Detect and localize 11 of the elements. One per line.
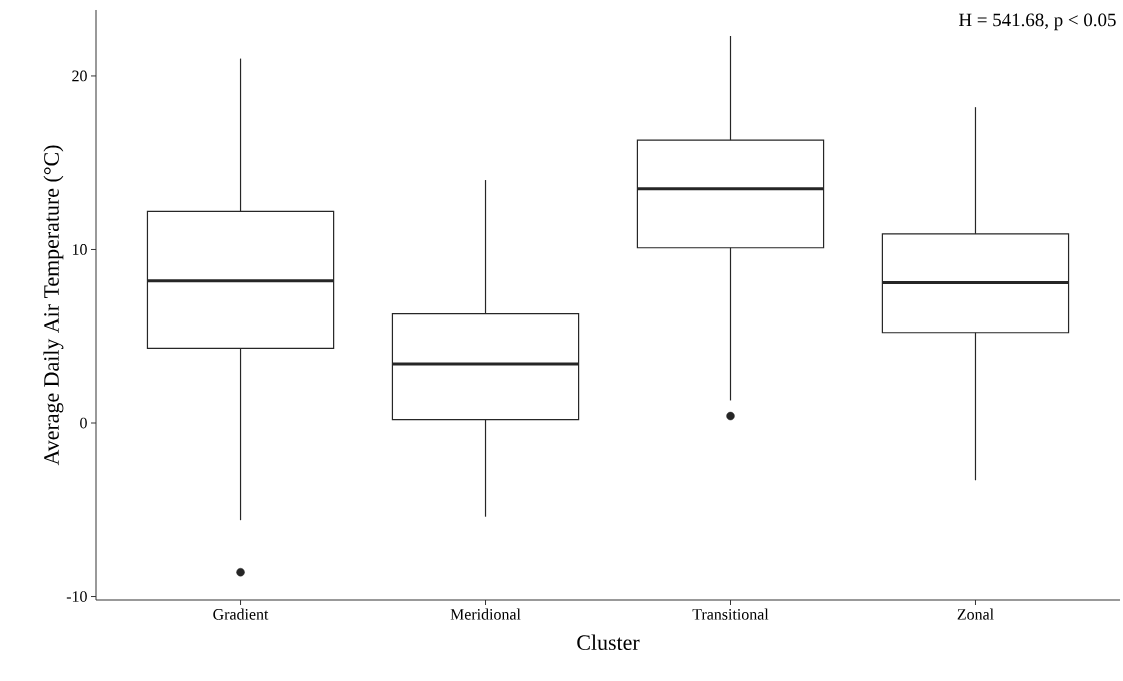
y-axis-title: Average Daily Air Temperature (°C) bbox=[43, 145, 64, 466]
x-tick-label: Meridional bbox=[450, 608, 521, 620]
y-tick-label: -10 bbox=[66, 591, 87, 602]
y-tick-label: 10 bbox=[72, 244, 87, 255]
x-tick-label: Transitional bbox=[692, 608, 769, 620]
x-tick-label: Gradient bbox=[213, 608, 269, 620]
y-tick-label: 20 bbox=[72, 70, 87, 82]
y-tick-label: 0 bbox=[80, 417, 87, 429]
annotation: H = 541.68, p < 0.05 bbox=[958, 13, 1116, 31]
x-tick-label: Zonal bbox=[957, 608, 994, 620]
x-axis-title: Cluster bbox=[577, 634, 640, 650]
